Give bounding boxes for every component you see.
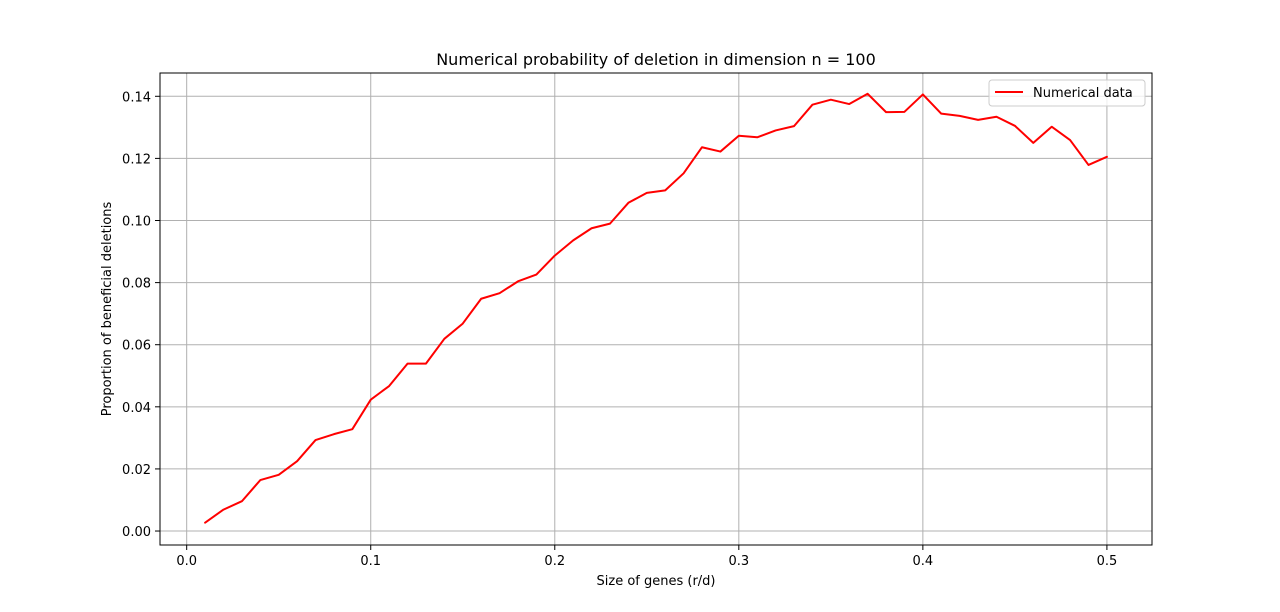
y-tick-label: 0.10	[122, 215, 151, 230]
y-tick-label: 0.14	[122, 90, 151, 105]
y-tick-label: 0.06	[122, 339, 151, 354]
x-tick-label: 0.5	[1097, 554, 1118, 569]
x-tick-label: 0.2	[544, 554, 565, 569]
data-point	[609, 223, 611, 225]
data-point	[333, 433, 335, 435]
data-point	[940, 113, 942, 115]
data-point	[1106, 156, 1108, 158]
data-point	[701, 146, 703, 148]
data-point	[443, 338, 445, 340]
data-point	[425, 363, 427, 365]
y-axis: 0.00 0.02 0.04 0.06 0.08 0.10 0.12 0.14	[122, 90, 160, 540]
y-tick-label: 0.04	[122, 401, 151, 416]
data-point	[1032, 142, 1034, 144]
data-point	[370, 399, 372, 401]
data-point	[646, 192, 648, 194]
data-point	[627, 202, 629, 204]
y-tick-label: 0.12	[122, 152, 151, 167]
data-point	[959, 115, 961, 117]
data-point	[517, 280, 519, 282]
data-point	[572, 239, 574, 241]
data-point	[462, 323, 464, 325]
data-point	[885, 111, 887, 113]
data-point	[775, 129, 777, 131]
data-point	[535, 274, 537, 276]
data-point	[480, 298, 482, 300]
x-tick-label: 0.1	[360, 554, 381, 569]
y-tick-label: 0.02	[122, 463, 151, 478]
data-point	[719, 151, 721, 153]
data-point	[259, 479, 261, 481]
data-point	[867, 93, 869, 95]
data-point	[922, 93, 924, 95]
data-point	[278, 474, 280, 476]
data-point	[1051, 126, 1053, 128]
data-point	[351, 428, 353, 430]
data-point	[756, 136, 758, 138]
legend-box	[988, 79, 1146, 107]
series-layer	[204, 92, 1108, 524]
data-point	[223, 509, 225, 511]
legend-label: Numerical data	[1033, 86, 1133, 101]
x-axis: 0.0 0.1 0.2 0.3 0.4 0.5	[176, 545, 1117, 569]
chart-title: Numerical probability of deletion in dim…	[436, 50, 876, 69]
plot-area-background	[160, 73, 1152, 545]
data-point	[241, 500, 243, 502]
data-point	[811, 104, 813, 106]
y-tick-label: 0.00	[122, 525, 151, 540]
data-point	[793, 125, 795, 127]
data-point	[995, 116, 997, 118]
legend: Numerical data	[988, 79, 1146, 107]
data-point	[977, 119, 979, 121]
data-point	[1069, 139, 1071, 141]
x-axis-title: Size of genes (r/d)	[597, 574, 716, 589]
data-point	[296, 460, 298, 462]
data-point	[407, 363, 409, 365]
data-point	[204, 522, 206, 524]
data-point	[738, 135, 740, 137]
data-point	[388, 385, 390, 387]
data-point	[1014, 125, 1016, 127]
data-point	[499, 292, 501, 294]
y-tick-label: 0.08	[122, 277, 151, 292]
x-tick-label: 0.3	[728, 554, 749, 569]
series-line	[204, 92, 1108, 524]
data-point	[903, 111, 905, 113]
data-point	[848, 103, 850, 105]
x-tick-label: 0.0	[176, 554, 197, 569]
data-point	[315, 439, 317, 441]
x-tick-label: 0.4	[913, 554, 934, 569]
data-point	[830, 99, 832, 101]
plot-area-frame	[159, 72, 1153, 546]
data-point	[554, 255, 556, 257]
data-point	[591, 227, 593, 229]
grid-lines	[160, 73, 1152, 545]
y-axis-title: Proportion of beneficial deletions	[100, 202, 115, 417]
data-point	[1088, 164, 1090, 166]
data-point	[664, 189, 666, 191]
data-point	[683, 172, 685, 174]
